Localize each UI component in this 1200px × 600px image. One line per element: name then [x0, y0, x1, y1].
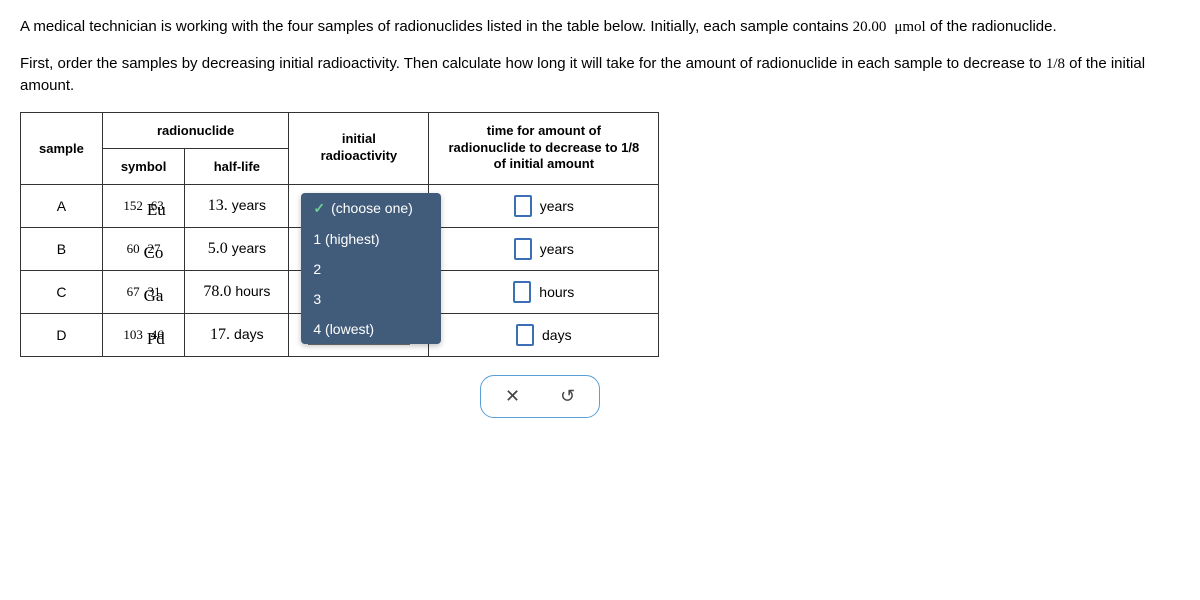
header-initial: initial radioactivity [289, 112, 429, 184]
answer-input[interactable] [514, 238, 532, 260]
answer-unit: years [540, 241, 574, 257]
sample-label: D [21, 313, 103, 356]
halflife-cell: 17. days [185, 313, 289, 356]
sample-label: A [21, 184, 103, 227]
problem-line1b: of the radionuclide. [930, 18, 1057, 35]
table-row: A 152 Eu 63 13. years (choose on [21, 184, 659, 227]
nuclide-symbol: 103 Pd 46 [102, 313, 185, 356]
nuclide-symbol: 152 Eu 63 [102, 184, 185, 227]
answer-unit: years [540, 198, 574, 214]
dropdown-option[interactable]: 1 (highest) [301, 224, 441, 254]
dropdown-option[interactable]: 4 (lowest) [301, 314, 441, 344]
answer-input[interactable] [514, 195, 532, 217]
answer-input[interactable] [516, 324, 534, 346]
sample-label: C [21, 270, 103, 313]
answer-cell: days [429, 313, 659, 356]
answer-unit: days [542, 327, 572, 343]
reset-icon[interactable]: ↺ [560, 386, 575, 407]
fraction: 1/8 [1046, 56, 1065, 72]
header-symbol: symbol [102, 148, 185, 184]
nuclide-symbol: 60 Co 27 [102, 227, 185, 270]
problem-line1a: A medical technician is working with the… [20, 18, 853, 35]
answer-cell: years [429, 184, 659, 227]
initial-amount: 20.00 [853, 19, 887, 35]
answer-input[interactable] [513, 281, 531, 303]
header-radionuclide: radionuclide [102, 112, 289, 148]
data-table: sample radionuclide initial radioactivit… [20, 112, 659, 357]
problem-line2a: First, order the samples by decreasing i… [20, 55, 1046, 72]
header-sample: sample [21, 112, 103, 184]
problem-instruction: First, order the samples by decreasing i… [20, 53, 1180, 98]
halflife-cell: 5.0 years [185, 227, 289, 270]
answer-unit: hours [539, 284, 574, 300]
halflife-cell: 13. years [185, 184, 289, 227]
rank-dropdown-open[interactable]: (choose one) 1 (highest) 2 3 4 (lowest) [301, 193, 441, 344]
header-time: time for amount of radionuclide to decre… [429, 112, 659, 184]
problem-statement: A medical technician is working with the… [20, 16, 1180, 39]
sample-label: B [21, 227, 103, 270]
initial-unit: μmol [891, 19, 926, 35]
answer-cell: years [429, 227, 659, 270]
header-halflife: half-life [185, 148, 289, 184]
answer-cell: hours [429, 270, 659, 313]
dropdown-option[interactable]: 2 [301, 254, 441, 284]
halflife-cell: 78.0 hours [185, 270, 289, 313]
toolbar: ✕ ↺ [480, 375, 600, 418]
nuclide-symbol: 67 Ga 31 [102, 270, 185, 313]
dropdown-option-selected[interactable]: (choose one) [301, 193, 441, 224]
close-icon[interactable]: ✕ [505, 386, 520, 407]
dropdown-option[interactable]: 3 [301, 284, 441, 314]
